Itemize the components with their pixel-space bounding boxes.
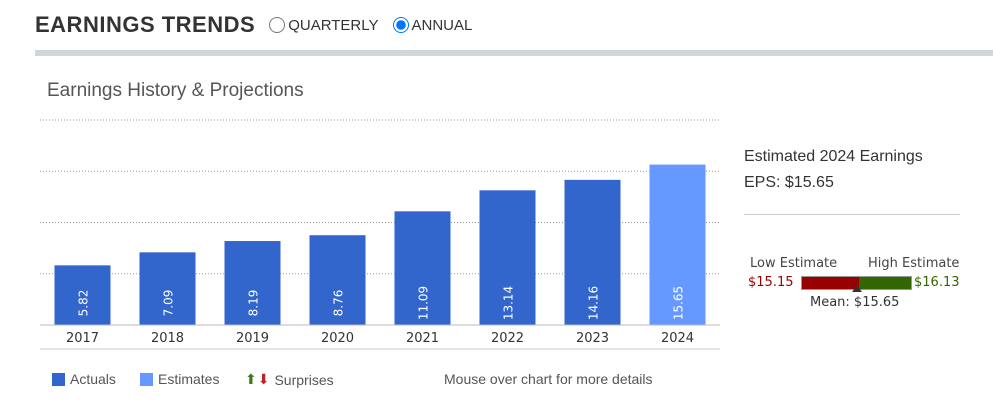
legend-estimates: Estimates bbox=[140, 371, 219, 387]
annual-radio[interactable]: ANNUAL bbox=[392, 17, 472, 34]
section-title: EARNINGS TRENDS bbox=[35, 12, 256, 37]
x-tick-label: 2024 bbox=[661, 331, 694, 346]
arrow-down-icon: ⬇ bbox=[257, 371, 270, 387]
data-label: 11.09 bbox=[417, 286, 431, 320]
section-header: EARNINGS TRENDS QUARTERLY ANNUAL bbox=[35, 12, 472, 38]
low-segment bbox=[802, 277, 859, 289]
legend-label: Surprises bbox=[274, 371, 334, 388]
x-tick-label: 2017 bbox=[66, 331, 99, 346]
quarterly-radio[interactable]: QUARTERLY bbox=[269, 17, 379, 34]
data-label: 8.19 bbox=[247, 290, 261, 317]
mean-value: Mean: $15.65 bbox=[810, 295, 900, 310]
x-tick-label: 2018 bbox=[151, 331, 184, 346]
high-estimate-label: High Estimate bbox=[868, 256, 960, 271]
bar-2020[interactable] bbox=[309, 235, 366, 325]
chart-title: Earnings History & Projections bbox=[47, 80, 304, 101]
legend-surprises: ⬆ ⬇ Surprises bbox=[245, 371, 334, 388]
high-estimate-value: $16.13 bbox=[914, 275, 960, 290]
bar-2019[interactable] bbox=[224, 241, 281, 325]
divider bbox=[744, 214, 960, 215]
earnings-chart[interactable]: 5.82 2017 7.09 2018 8.19 2019 8.76 2020 11.09 202… bbox=[0, 0, 730, 360]
low-estimate-label: Low Estimate bbox=[750, 256, 838, 271]
legend-label: Estimates bbox=[158, 371, 220, 387]
bar-2021[interactable] bbox=[394, 211, 451, 325]
divider bbox=[35, 50, 993, 56]
legend-label: Actuals bbox=[70, 371, 116, 387]
high-segment bbox=[858, 277, 911, 289]
mean-marker-icon bbox=[852, 285, 862, 292]
bar-2017[interactable] bbox=[54, 265, 111, 325]
actuals-swatch bbox=[52, 372, 65, 386]
data-label: 8.76 bbox=[332, 290, 346, 317]
low-estimate-value: $15.15 bbox=[748, 275, 794, 290]
x-tick-label: 2019 bbox=[236, 331, 269, 346]
data-label: 13.14 bbox=[502, 286, 516, 320]
chart-hint: Mouse over chart for more details bbox=[444, 371, 653, 387]
estimate-summary: Estimated 2024 Earnings EPS: $15.65 bbox=[744, 144, 923, 196]
bar-2018[interactable] bbox=[139, 252, 196, 325]
bar-2022[interactable] bbox=[479, 190, 536, 325]
x-tick-label: 2021 bbox=[406, 331, 439, 346]
data-label: 7.09 bbox=[162, 290, 176, 317]
estimate-heading: Estimated 2024 Earnings bbox=[744, 148, 923, 165]
x-tick-label: 2020 bbox=[321, 331, 354, 346]
bar-2023[interactable] bbox=[564, 179, 621, 325]
data-label: 5.82 bbox=[77, 290, 91, 317]
x-tick-label: 2023 bbox=[576, 331, 609, 346]
estimates-swatch bbox=[140, 372, 153, 386]
arrow-up-icon: ⬆ bbox=[245, 371, 257, 387]
x-tick-label: 2022 bbox=[491, 331, 524, 346]
legend-actuals: Actuals bbox=[52, 371, 116, 387]
bar-2024[interactable] bbox=[649, 164, 706, 325]
data-label: 15.65 bbox=[672, 286, 686, 320]
data-label: 14.16 bbox=[587, 286, 601, 320]
estimate-eps: EPS: $15.65 bbox=[744, 174, 834, 191]
